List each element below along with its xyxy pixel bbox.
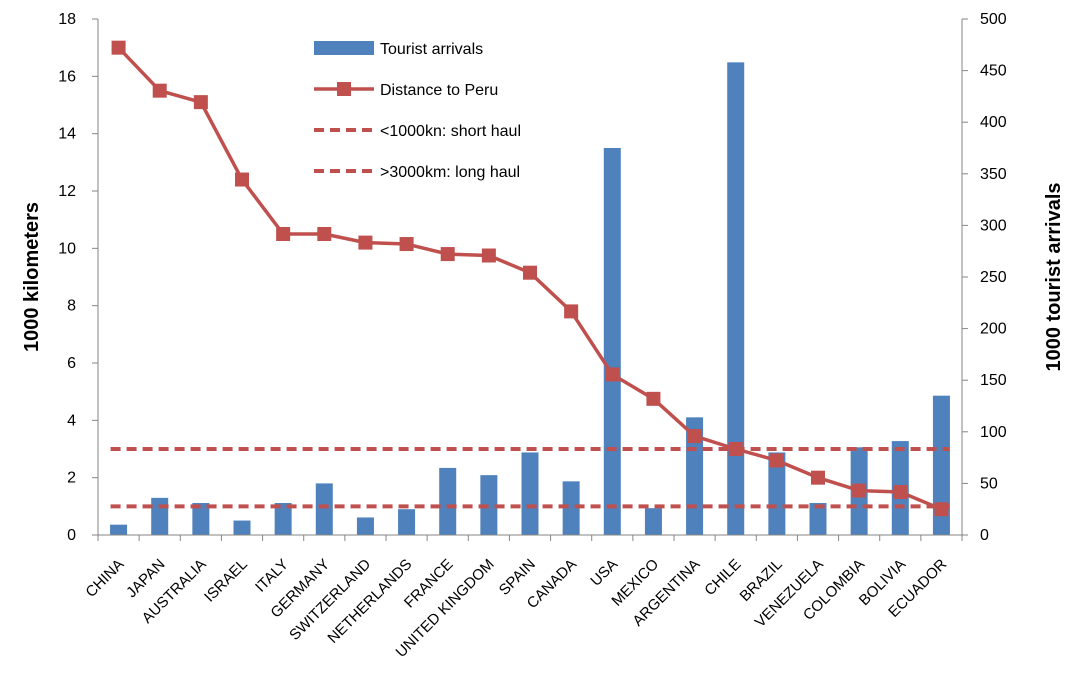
y-left-tick-label: 4 (67, 412, 76, 429)
distance-marker-canada (564, 304, 579, 319)
y-left-tick-label: 8 (67, 298, 76, 315)
y-left-tick-label: 2 (67, 470, 76, 487)
y-left-tick-label: 6 (67, 355, 76, 372)
y-right-tick-label: 0 (980, 527, 989, 544)
y-left-tick-label: 10 (58, 240, 76, 257)
legend: Tourist arrivals Distance to Peru <1000kn:… (314, 41, 521, 181)
bar-spain (521, 452, 539, 535)
distance-line-layer (111, 40, 949, 517)
bar-switzerland (356, 517, 374, 535)
y-left-tick-label: 18 (58, 11, 76, 28)
legend-label-reference-1: <1000kn: short haul (380, 123, 521, 140)
bar-netherlands (398, 509, 416, 535)
x-category-label: CHINA (82, 556, 127, 601)
bar-mexico (644, 508, 662, 535)
x-category-label: USA (587, 556, 621, 590)
y-axis-left-title: 1000 kilometers (21, 202, 43, 352)
y-left-tick-label: 16 (58, 68, 76, 85)
bar-israel (233, 520, 251, 535)
bar-france (439, 467, 457, 535)
x-category-label: ISRAEL (201, 556, 251, 606)
distance-marker-italy (276, 227, 291, 241)
bars-layer (110, 62, 950, 536)
bar-germany (315, 483, 333, 535)
y-right-tick-label: 200 (980, 321, 1007, 338)
y-right-tick-label: 500 (980, 11, 1007, 28)
y-left-tick-label: 12 (58, 183, 76, 200)
reference-lines-layer (110, 447, 950, 509)
distance-marker-switzerland (358, 235, 373, 250)
distance-marker-bolivia (893, 485, 908, 499)
distance-marker-argentina (687, 429, 702, 444)
legend-swatch-distance-marker (337, 82, 351, 96)
y-axis-right-title: 1000 tourist arrivals (1043, 183, 1065, 372)
bar-japan (151, 497, 169, 535)
y-right-tick-label: 450 (980, 63, 1007, 80)
distance-marker-china (111, 40, 126, 55)
legend-label-reference-2: >3000km: long haul (380, 164, 520, 181)
bar-canada (562, 481, 580, 535)
bar-australia (192, 503, 210, 535)
distance-marker-france (440, 247, 455, 262)
bar-chile (727, 62, 745, 536)
distance-marker-united-kingdom (481, 248, 496, 263)
distance-marker-germany (317, 227, 332, 241)
distance-marker-israel (235, 172, 249, 187)
y-right-tick-label: 350 (980, 166, 1007, 183)
bar-brazil (768, 452, 786, 535)
y-right-tick-label: 100 (980, 424, 1007, 441)
y-right-tick-label: 400 (980, 114, 1007, 131)
y-right-tick-label: 50 (980, 475, 998, 492)
legend-swatch-tourist-arrivals (314, 41, 374, 55)
distance-marker-mexico (646, 391, 661, 406)
bar-ecuador (932, 395, 950, 535)
legend-label-distance-to-peru: Distance to Peru (380, 82, 498, 99)
distance-marker-ecuador (934, 502, 949, 517)
bar-usa (603, 148, 621, 535)
y-left-tick-label: 0 (67, 527, 76, 544)
bar-venezuela (809, 503, 827, 535)
y-right-tick-label: 300 (980, 217, 1007, 234)
bar-italy (274, 503, 292, 535)
distance-marker-venezuela (811, 470, 825, 485)
distance-marker-netherlands (399, 237, 414, 252)
legend-label-tourist-arrivals: Tourist arrivals (380, 41, 483, 58)
y-right-tick-label: 150 (980, 372, 1007, 389)
y-right-tick-label: 250 (980, 269, 1007, 286)
distance-marker-colombia (852, 483, 867, 498)
distance-marker-usa (605, 367, 620, 382)
distance-marker-spain (523, 265, 537, 280)
bar-united-kingdom (480, 475, 498, 535)
distance-marker-chile (728, 442, 743, 456)
distance-marker-australia (193, 95, 208, 110)
distance-marker-brazil (769, 453, 784, 468)
y-left-tick-label: 14 (58, 126, 76, 143)
bar-china (110, 524, 128, 535)
distance-marker-japan (152, 83, 167, 98)
